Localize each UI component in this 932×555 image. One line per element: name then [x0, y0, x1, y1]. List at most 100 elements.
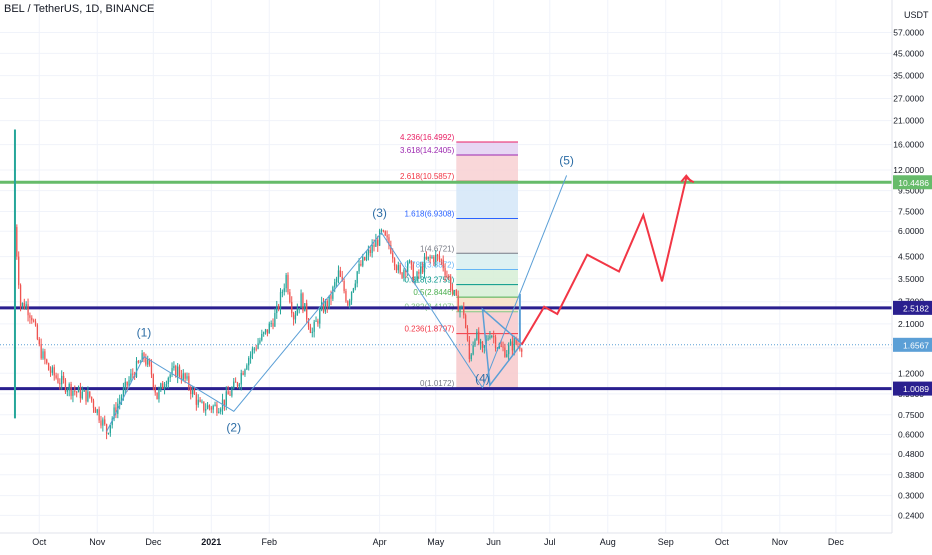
- candle-body: [450, 277, 452, 290]
- y-tick-label: 16.0000: [893, 140, 924, 150]
- candle: [76, 390, 78, 398]
- y-tick-label: 27.0000: [893, 93, 924, 103]
- candle-body: [270, 323, 272, 325]
- candle-body: [264, 329, 267, 333]
- candle: [397, 261, 399, 274]
- candle-body: [143, 353, 145, 359]
- candle-body: [481, 341, 484, 348]
- candle-body: [347, 301, 349, 306]
- candle: [307, 317, 310, 330]
- candle-body: [249, 354, 252, 359]
- candle: [509, 338, 512, 346]
- candle: [154, 384, 156, 396]
- candle: [206, 402, 209, 410]
- candle: [180, 369, 183, 384]
- candle: [317, 318, 319, 327]
- candle-body: [74, 390, 76, 392]
- candle: [457, 290, 459, 312]
- candle: [319, 306, 321, 329]
- candle: [104, 415, 106, 426]
- fib-zone: [456, 297, 518, 312]
- candle: [55, 372, 57, 380]
- candle-body: [378, 230, 381, 246]
- candle: [257, 338, 259, 350]
- candle: [478, 327, 480, 346]
- candle-body: [124, 381, 126, 389]
- candle: [251, 346, 254, 360]
- candle-body: [167, 378, 169, 384]
- candle: [81, 386, 83, 400]
- candle: [16, 224, 18, 260]
- candle: [377, 235, 379, 252]
- fib-zone: [456, 311, 518, 334]
- candle: [220, 407, 222, 415]
- time-axis[interactable]: Oct Nov Dec 2021 Feb Apr May Jun Jul Aug Sep Oct Nov…: [32, 537, 844, 547]
- candle-body: [113, 407, 115, 419]
- candle-body: [162, 383, 164, 389]
- candle-body: [47, 363, 50, 371]
- candle: [356, 270, 358, 288]
- candle-body: [498, 345, 500, 348]
- candle: [375, 233, 377, 247]
- candle-body: [435, 254, 437, 262]
- candle-body: [223, 399, 226, 406]
- candle: [100, 415, 102, 429]
- candle: [444, 263, 446, 282]
- candle: [70, 381, 72, 400]
- candle-body: [242, 372, 244, 375]
- candle-body: [502, 346, 504, 348]
- candle-body: [349, 300, 351, 306]
- candle-body: [158, 389, 160, 400]
- candle-body: [87, 391, 89, 402]
- candle: [137, 360, 140, 364]
- candle-body: [507, 345, 510, 355]
- candle-body: [365, 254, 368, 260]
- x-tick-label: Nov: [772, 537, 789, 547]
- candle-body: [384, 231, 386, 236]
- candle-body: [322, 302, 325, 312]
- candle: [453, 289, 456, 296]
- candle-body: [313, 321, 315, 332]
- candle-body: [216, 404, 218, 413]
- candle-body: [410, 260, 413, 265]
- candle: [433, 255, 435, 266]
- candle: [382, 229, 385, 233]
- candle-body: [382, 230, 385, 232]
- candle-body: [156, 392, 158, 400]
- candle-body: [104, 419, 106, 425]
- candle-body: [141, 353, 143, 362]
- candle-body: [371, 244, 373, 253]
- candle: [304, 303, 306, 312]
- candle: [479, 338, 482, 350]
- candle-body: [57, 377, 59, 383]
- candle-body: [493, 336, 495, 338]
- fib-level-label: 4.236(16.4992): [400, 133, 455, 142]
- candle-body: [233, 381, 235, 389]
- price-badge-label: 1.6567: [903, 340, 929, 350]
- candle: [115, 402, 117, 419]
- triangle-pattern: [481, 307, 523, 388]
- candle: [83, 389, 85, 392]
- candle: [448, 274, 450, 280]
- candle: [354, 279, 356, 291]
- candle-body: [210, 407, 212, 410]
- candle-body: [62, 375, 65, 381]
- y-tick-label: 0.3000: [898, 491, 924, 501]
- candle: [322, 298, 325, 314]
- candle: [186, 372, 188, 381]
- candle: [87, 386, 89, 403]
- candle: [124, 377, 126, 394]
- candle-body: [171, 368, 173, 375]
- candle-body: [521, 349, 523, 352]
- candle-body: [416, 271, 418, 281]
- candle-body: [119, 400, 121, 404]
- candle-body: [380, 230, 383, 232]
- candle: [169, 373, 171, 382]
- candle: [229, 390, 231, 397]
- candle: [438, 251, 441, 263]
- x-tick-label: 2021: [201, 537, 221, 547]
- candle: [119, 394, 121, 410]
- candle-body: [328, 295, 330, 308]
